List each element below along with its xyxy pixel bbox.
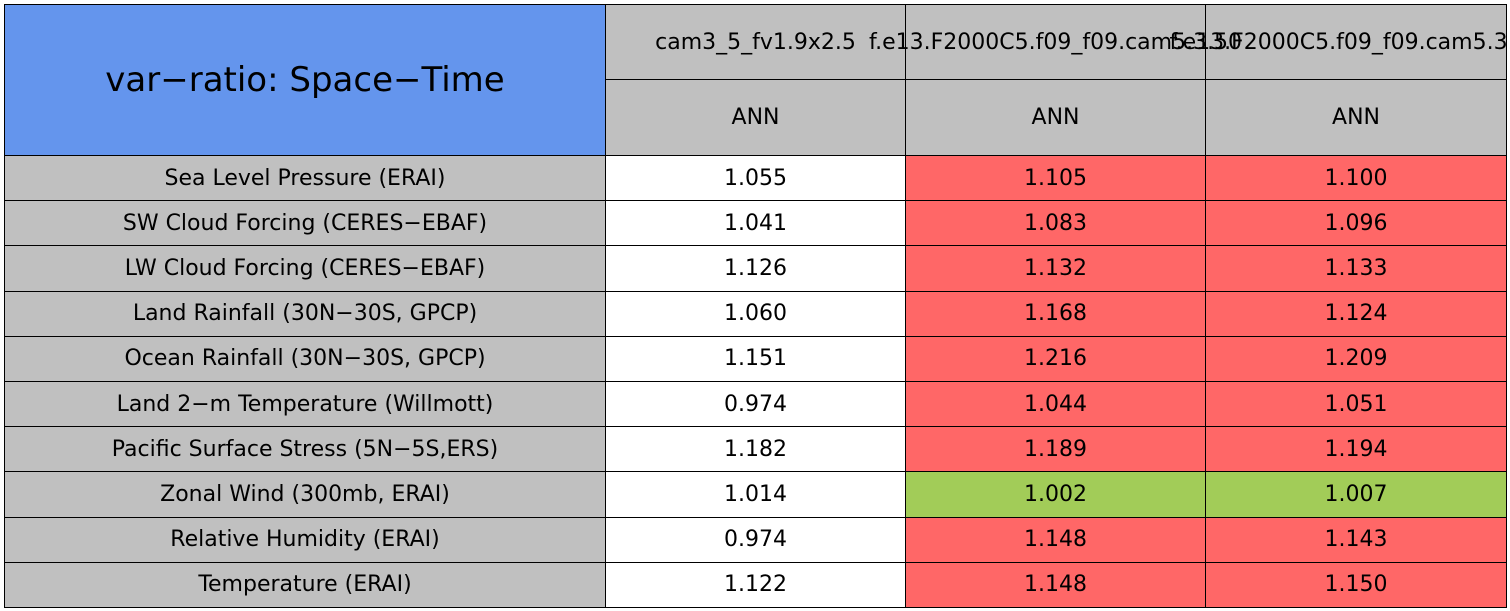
value-cell: 1.150 xyxy=(1205,561,1507,608)
value-cell: 1.014 xyxy=(605,471,906,518)
column-header-cell xyxy=(605,4,906,80)
row-label: Zonal Wind (300mb, ERAI) xyxy=(4,471,606,518)
value-cell: 1.148 xyxy=(905,561,1206,608)
value-cell: 1.209 xyxy=(1205,335,1507,382)
column-header: f.e13.F2000C5.f09_f09.cam5.3.50 xyxy=(1169,30,1510,55)
row-label: Ocean Rainfall (30N−30S, GPCP) xyxy=(4,335,606,382)
value-cell: 1.096 xyxy=(1205,200,1507,247)
value-cell: 1.044 xyxy=(905,381,1206,428)
value-cell: 1.148 xyxy=(905,516,1206,563)
value-cell: 1.083 xyxy=(905,200,1206,247)
value-cell: 1.060 xyxy=(605,290,906,337)
value-cell: 1.182 xyxy=(605,426,906,473)
column-header: f.e13.F2000C5.f09_f09.cam5.3.50 xyxy=(868,30,1243,55)
value-cell: 1.151 xyxy=(605,335,906,382)
row-label: LW Cloud Forcing (CERES−EBAF) xyxy=(4,245,606,292)
row-label: Relative Humidity (ERAI) xyxy=(4,516,606,563)
value-cell: 1.100 xyxy=(1205,155,1507,202)
value-cell: 1.055 xyxy=(605,155,906,202)
column-header: cam3_5_fv1.9x2.5 xyxy=(655,30,856,55)
value-cell: 1.041 xyxy=(605,200,906,247)
row-label: Temperature (ERAI) xyxy=(4,561,606,608)
season-header: ANN xyxy=(605,79,906,156)
row-label: SW Cloud Forcing (CERES−EBAF) xyxy=(4,200,606,247)
row-label: Land 2−m Temperature (Willmott) xyxy=(4,381,606,428)
value-cell: 1.143 xyxy=(1205,516,1507,563)
row-label: Sea Level Pressure (ERAI) xyxy=(4,155,606,202)
value-cell: 1.216 xyxy=(905,335,1206,382)
value-cell: 1.194 xyxy=(1205,426,1507,473)
value-cell: 1.168 xyxy=(905,290,1206,337)
value-cell: 1.189 xyxy=(905,426,1206,473)
value-cell: 1.122 xyxy=(605,561,906,608)
row-label: Land Rainfall (30N−30S, GPCP) xyxy=(4,290,606,337)
value-cell: 1.105 xyxy=(905,155,1206,202)
value-cell: 1.126 xyxy=(605,245,906,292)
value-cell: 1.124 xyxy=(1205,290,1507,337)
value-cell: 0.974 xyxy=(605,381,906,428)
season-header: ANN xyxy=(905,79,1206,156)
row-label: Pacific Surface Stress (5N−5S,ERS) xyxy=(4,426,606,473)
value-cell: 1.051 xyxy=(1205,381,1507,428)
value-cell: 1.007 xyxy=(1205,471,1507,518)
season-header: ANN xyxy=(1205,79,1507,156)
value-cell: 0.974 xyxy=(605,516,906,563)
value-cell: 1.002 xyxy=(905,471,1206,518)
value-cell: 1.133 xyxy=(1205,245,1507,292)
column-header-cell xyxy=(905,4,1206,80)
value-cell: 1.132 xyxy=(905,245,1206,292)
table-title: var−ratio: Space−Time xyxy=(4,4,606,156)
